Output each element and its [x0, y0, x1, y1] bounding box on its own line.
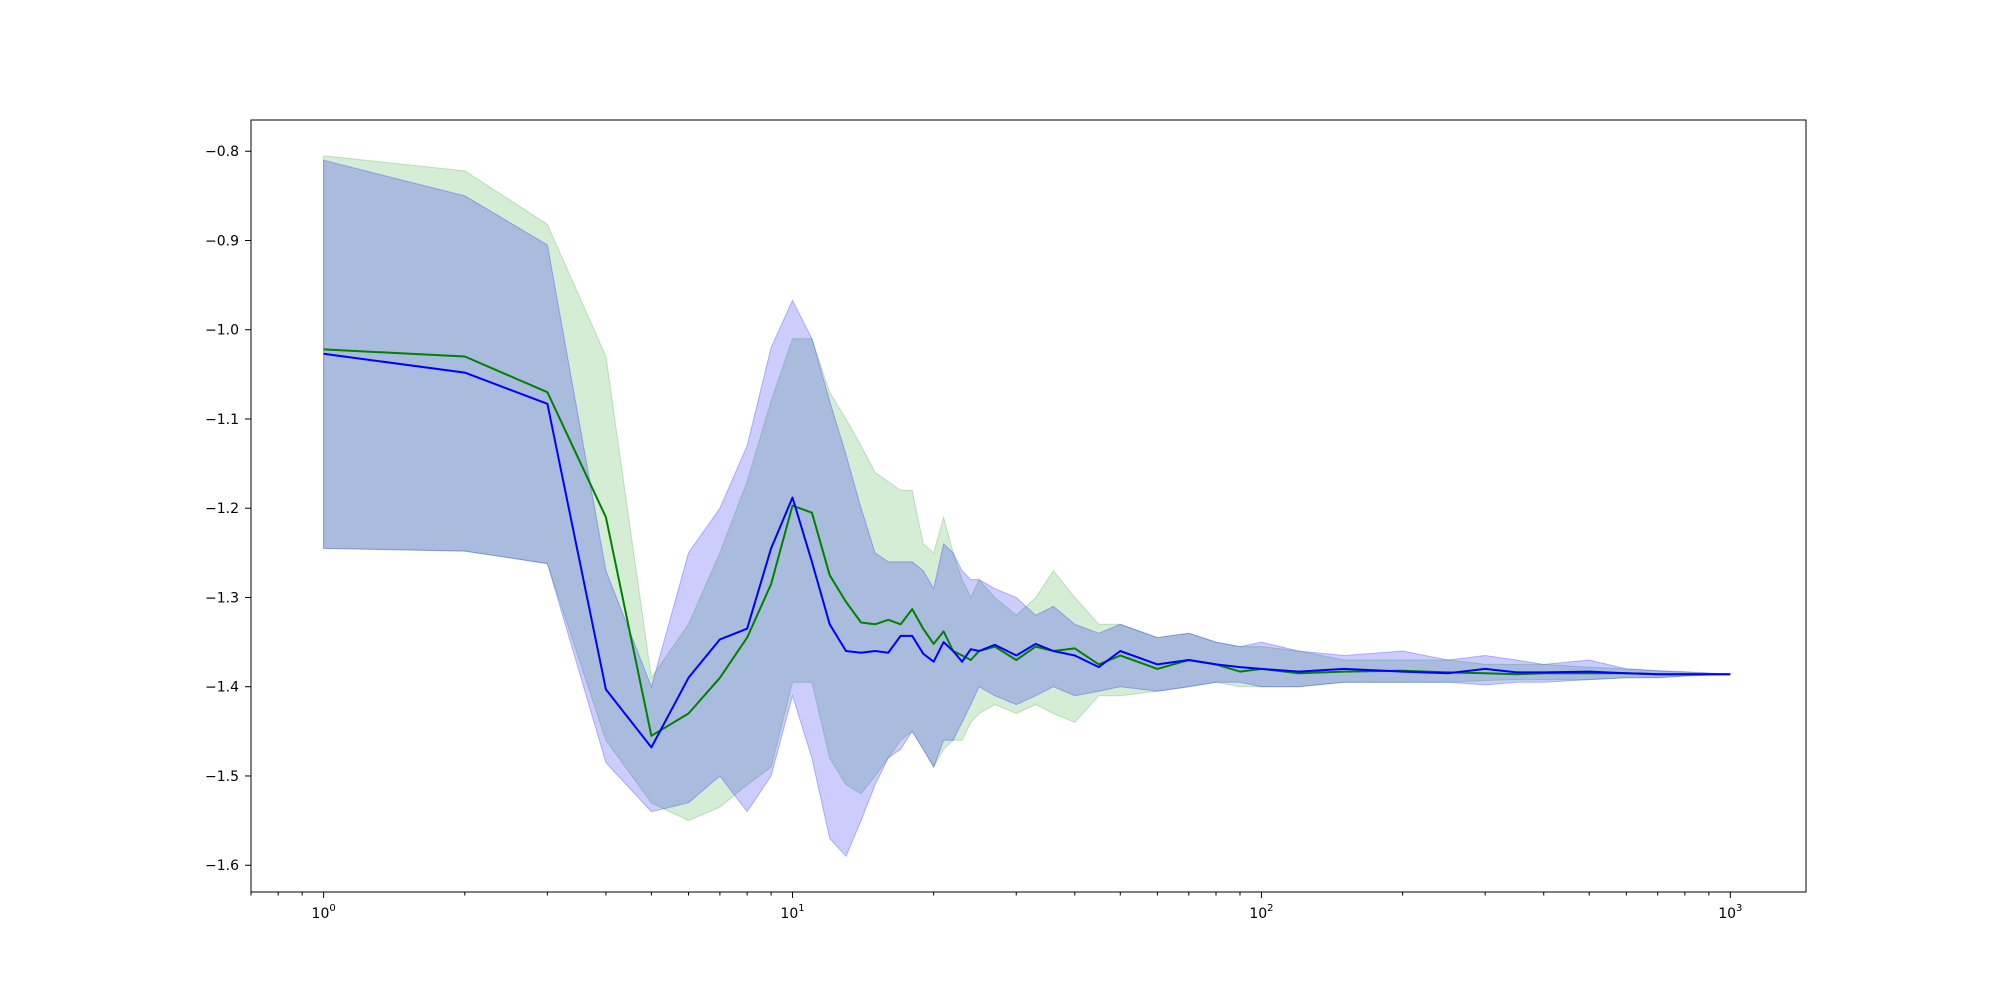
y-tick-label: −1.6 — [205, 858, 239, 874]
series-1-line — [323, 352, 1731, 749]
y-tick-label: −1.5 — [205, 769, 239, 785]
x-tick-label: 101 — [780, 903, 804, 922]
y-axis: −0.8 −0.9 −1.0 −1.1 −1.2 −1.3 −1.4 −1.5 −1.6 — [205, 144, 251, 874]
y-tick-label: −0.9 — [205, 233, 239, 249]
y-tick-label: −1.0 — [205, 323, 239, 339]
y-tick-label: −1.4 — [205, 680, 239, 696]
x-tick-label: 100 — [312, 903, 336, 922]
y-tick-label: −0.8 — [205, 144, 239, 160]
series-lines — [323, 348, 1731, 749]
x-axis: 100 101 102 103 — [250, 892, 1742, 922]
plot-area-frame — [250, 119, 1807, 893]
x-tick-label: 103 — [1718, 903, 1742, 922]
x-tick-label: 102 — [1249, 903, 1273, 922]
y-tick-label: −1.2 — [205, 501, 239, 517]
y-tick-label: −1.3 — [205, 590, 239, 606]
y-tick-label: −1.1 — [205, 412, 239, 428]
